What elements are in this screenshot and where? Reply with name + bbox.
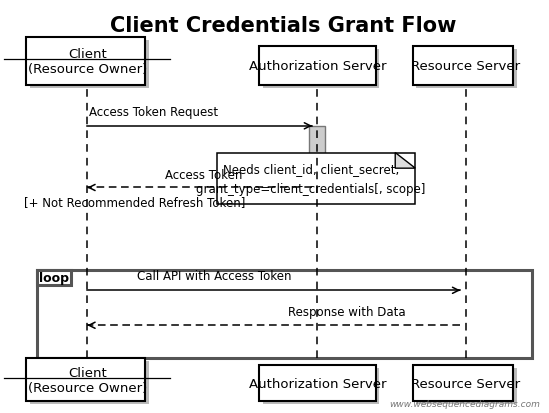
Bar xyxy=(310,126,326,188)
Bar xyxy=(26,358,145,401)
Text: Authorization Server: Authorization Server xyxy=(249,377,386,390)
Bar xyxy=(416,368,517,404)
Text: www.websequencediagrams.com: www.websequencediagrams.com xyxy=(389,399,540,408)
Text: Call API with Access Token: Call API with Access Token xyxy=(137,269,292,282)
Bar xyxy=(413,365,513,401)
Text: Client Credentials Grant Flow: Client Credentials Grant Flow xyxy=(110,16,456,36)
Bar xyxy=(37,270,532,358)
Text: loop: loop xyxy=(39,271,69,285)
Bar xyxy=(37,270,71,286)
Text: Needs client_id, client_secret,
grant_type=client_credentials[, scope]: Needs client_id, client_secret, grant_ty… xyxy=(196,162,425,195)
Bar xyxy=(30,41,149,88)
Text: Client: Client xyxy=(68,366,107,379)
Bar xyxy=(26,38,145,85)
Bar xyxy=(263,368,379,404)
Bar xyxy=(413,47,513,85)
Text: Access Token: Access Token xyxy=(165,168,242,181)
Bar xyxy=(217,153,416,204)
Text: Resource Server: Resource Server xyxy=(411,377,520,390)
Bar xyxy=(458,291,474,325)
Bar xyxy=(263,50,379,88)
Polygon shape xyxy=(395,153,416,169)
Text: Client: Client xyxy=(68,48,107,61)
Bar xyxy=(259,365,376,401)
Bar xyxy=(259,47,376,85)
Bar xyxy=(416,50,517,88)
Text: Access Token Request: Access Token Request xyxy=(89,105,218,118)
Text: Authorization Server: Authorization Server xyxy=(249,59,386,72)
Text: Resource Server: Resource Server xyxy=(411,59,520,72)
Text: (Resource Owner): (Resource Owner) xyxy=(27,381,147,394)
Bar xyxy=(30,361,149,404)
Text: Response with Data: Response with Data xyxy=(288,305,405,318)
Text: [+ Not Recommended Refresh Token]: [+ Not Recommended Refresh Token] xyxy=(24,195,245,209)
Text: (Resource Owner): (Resource Owner) xyxy=(27,63,147,76)
